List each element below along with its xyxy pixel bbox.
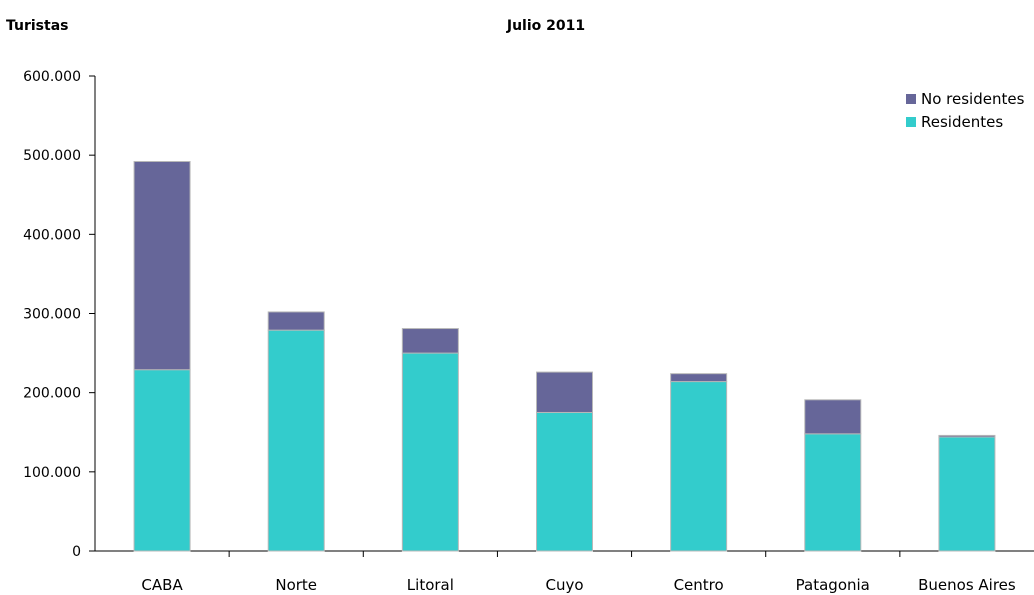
x-tick-label: Cuyo <box>545 576 583 594</box>
legend: No residentes Residentes <box>906 90 1025 131</box>
x-tick-label: Norte <box>275 576 317 594</box>
bar-no-residentes <box>804 399 862 435</box>
bar-no-residentes <box>938 434 996 438</box>
legend-swatch-no-residentes <box>906 94 916 104</box>
x-tick-label: Patagonia <box>796 576 870 594</box>
x-tick-label: Centro <box>674 576 724 594</box>
bar-no-residentes <box>670 373 728 383</box>
y-tick-label: 300.000 <box>23 307 81 323</box>
bar-residentes <box>804 433 862 552</box>
y-tick-label: 0 <box>72 544 81 560</box>
bar-residentes <box>267 329 325 552</box>
legend-label-residentes: Residentes <box>921 113 1003 131</box>
x-tick-label: CABA <box>141 576 183 594</box>
y-tick-label: 600.000 <box>23 69 81 85</box>
bars <box>133 161 996 552</box>
legend-swatch-residentes <box>906 117 916 127</box>
x-tick-label: Buenos Aires <box>918 576 1016 594</box>
y-axis-title: Turistas <box>6 18 69 34</box>
x-tick-label: Litoral <box>407 576 454 594</box>
bar-residentes <box>401 352 459 552</box>
bar-no-residentes <box>536 371 593 413</box>
bar-no-residentes <box>133 161 191 371</box>
bar-residentes <box>133 369 191 552</box>
bar-no-residentes <box>401 328 459 354</box>
bar-residentes <box>670 381 728 552</box>
y-tick-label: 100.000 <box>23 465 81 481</box>
y-tick-label: 400.000 <box>23 227 81 243</box>
y-tick-label: 500.000 <box>23 148 81 164</box>
chart-subtitle: Julio 2011 <box>506 18 585 34</box>
y-tick-label: 200.000 <box>23 386 81 402</box>
tick-labels: 0 100.000 200.000 300.000 400.000 500.000 600.… <box>23 69 1016 594</box>
legend-label-no-residentes: No residentes <box>921 90 1025 108</box>
bar-no-residentes <box>267 311 325 331</box>
bar-residentes <box>938 436 996 552</box>
bar-residentes <box>536 411 593 552</box>
